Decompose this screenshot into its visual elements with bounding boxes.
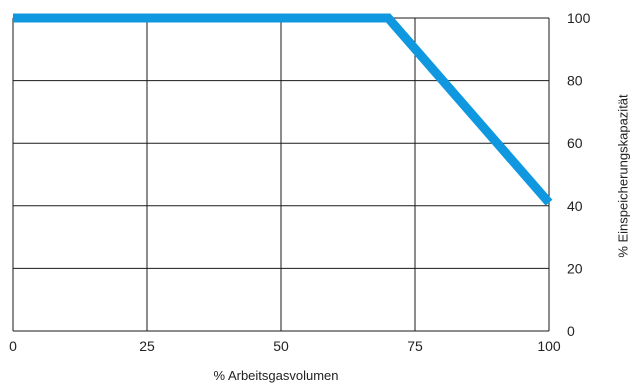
grid <box>12 17 550 332</box>
y-tick-label-40: 40 <box>567 198 583 214</box>
y-axis-label: % Einspeicherungskapazität <box>615 94 630 258</box>
y-tick-label-0: 0 <box>567 323 575 339</box>
x-axis-ticks: 0 25 50 75 100 <box>9 338 561 354</box>
y-tick-label-100: 100 <box>567 10 591 26</box>
y-tick-label-20: 20 <box>567 260 583 276</box>
y-tick-label-60: 60 <box>567 135 583 151</box>
y-tick-label-80: 80 <box>567 73 583 89</box>
series-layer <box>13 13 553 206</box>
x-tick-label-25: 25 <box>139 338 155 354</box>
y-axis-ticks: 0 20 40 60 80 100 <box>567 10 591 339</box>
x-axis-label: % Arbeitsgasvolumen <box>213 368 338 383</box>
x-tick-label-50: 50 <box>273 338 289 354</box>
x-tick-label-75: 75 <box>407 338 423 354</box>
x-tick-label-100: 100 <box>537 338 561 354</box>
x-tick-label-0: 0 <box>9 338 17 354</box>
series-line-0 <box>13 13 553 206</box>
